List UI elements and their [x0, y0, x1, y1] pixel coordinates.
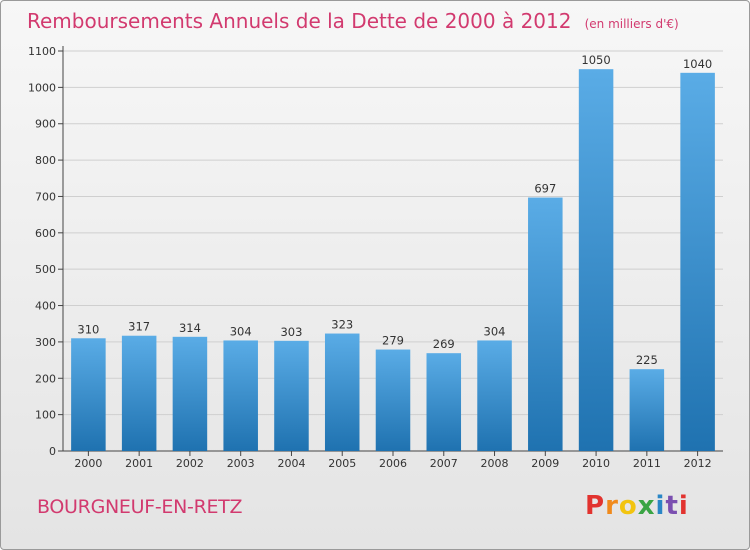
value-label-2000: 310 [77, 322, 99, 336]
y-tick-label: 0 [49, 445, 56, 458]
x-tick-label: 2000 [74, 457, 102, 470]
y-tick-label: 800 [35, 154, 56, 167]
logo-letter: P [585, 491, 606, 521]
y-tick-label: 100 [35, 409, 56, 422]
y-tick-label: 200 [35, 372, 56, 385]
bar-2007 [426, 353, 462, 451]
x-tick-label: 2011 [633, 457, 661, 470]
value-label-2006: 279 [382, 334, 404, 348]
value-label-2011: 225 [636, 353, 658, 367]
y-tick-label: 1100 [28, 45, 56, 58]
x-tick-label: 2008 [481, 457, 509, 470]
x-tick-label: 2010 [582, 457, 610, 470]
value-label-2012: 1040 [683, 57, 712, 71]
title-unit: (en milliers d'€) [584, 17, 679, 31]
logo-letter: x [637, 491, 656, 521]
x-tick-label: 2007 [430, 457, 458, 470]
logo-letter: o [618, 491, 638, 521]
bar-2008 [477, 340, 512, 451]
bar-2001 [121, 335, 157, 451]
bar-2003 [223, 340, 258, 451]
value-label-2008: 304 [484, 324, 506, 338]
bar-2010 [578, 69, 614, 451]
x-tick-label: 2002 [176, 457, 204, 470]
logo-letter: r [605, 491, 619, 521]
value-label-2007: 269 [433, 337, 455, 351]
y-tick-label: 500 [35, 263, 56, 276]
x-tick-label: 2001 [125, 457, 153, 470]
y-tick-label: 300 [35, 336, 56, 349]
chart-title: Remboursements Annuels de la Dette de 20… [27, 9, 679, 33]
y-tick-label: 1000 [28, 81, 56, 94]
y-tick-label: 700 [35, 190, 56, 203]
bar-2000 [71, 338, 106, 451]
y-tick-label: 400 [35, 300, 56, 313]
logo-letter: i [678, 491, 689, 521]
x-tick-label: 2009 [531, 457, 559, 470]
value-label-2003: 304 [230, 324, 252, 338]
value-label-2009: 697 [534, 182, 556, 196]
commune-name: BOURGNEUF-EN-RETZ [37, 496, 243, 518]
logo-letter: t [665, 491, 679, 521]
y-tick-label: 600 [35, 227, 56, 240]
x-tick-label: 2004 [277, 457, 305, 470]
title-main: Remboursements Annuels de la Dette de 20… [27, 9, 572, 33]
value-label-2004: 303 [280, 325, 302, 339]
y-tick-label: 900 [35, 118, 56, 131]
bar-2009 [528, 197, 563, 451]
x-tick-label: 2006 [379, 457, 407, 470]
value-label-2002: 314 [179, 321, 201, 335]
proxiti-logo: Proxiti [585, 491, 689, 521]
bar-2002 [172, 336, 208, 451]
x-tick-label: 2012 [684, 457, 712, 470]
value-label-2001: 317 [128, 320, 150, 334]
bar-2011 [629, 369, 665, 451]
bar-2004 [274, 340, 309, 451]
value-label-2010: 1050 [581, 53, 610, 67]
logo-letter: i [655, 491, 666, 521]
value-label-2005: 323 [331, 318, 353, 332]
bar-2006 [375, 349, 411, 451]
x-tick-label: 2005 [328, 457, 356, 470]
bar-2012 [680, 72, 715, 452]
x-tick-label: 2003 [227, 457, 255, 470]
bar-2005 [324, 333, 360, 451]
labels: 0 100 200 300 400 500 600 700 800 900 1000 1100 310 2… [28, 45, 712, 470]
bars [71, 69, 715, 452]
